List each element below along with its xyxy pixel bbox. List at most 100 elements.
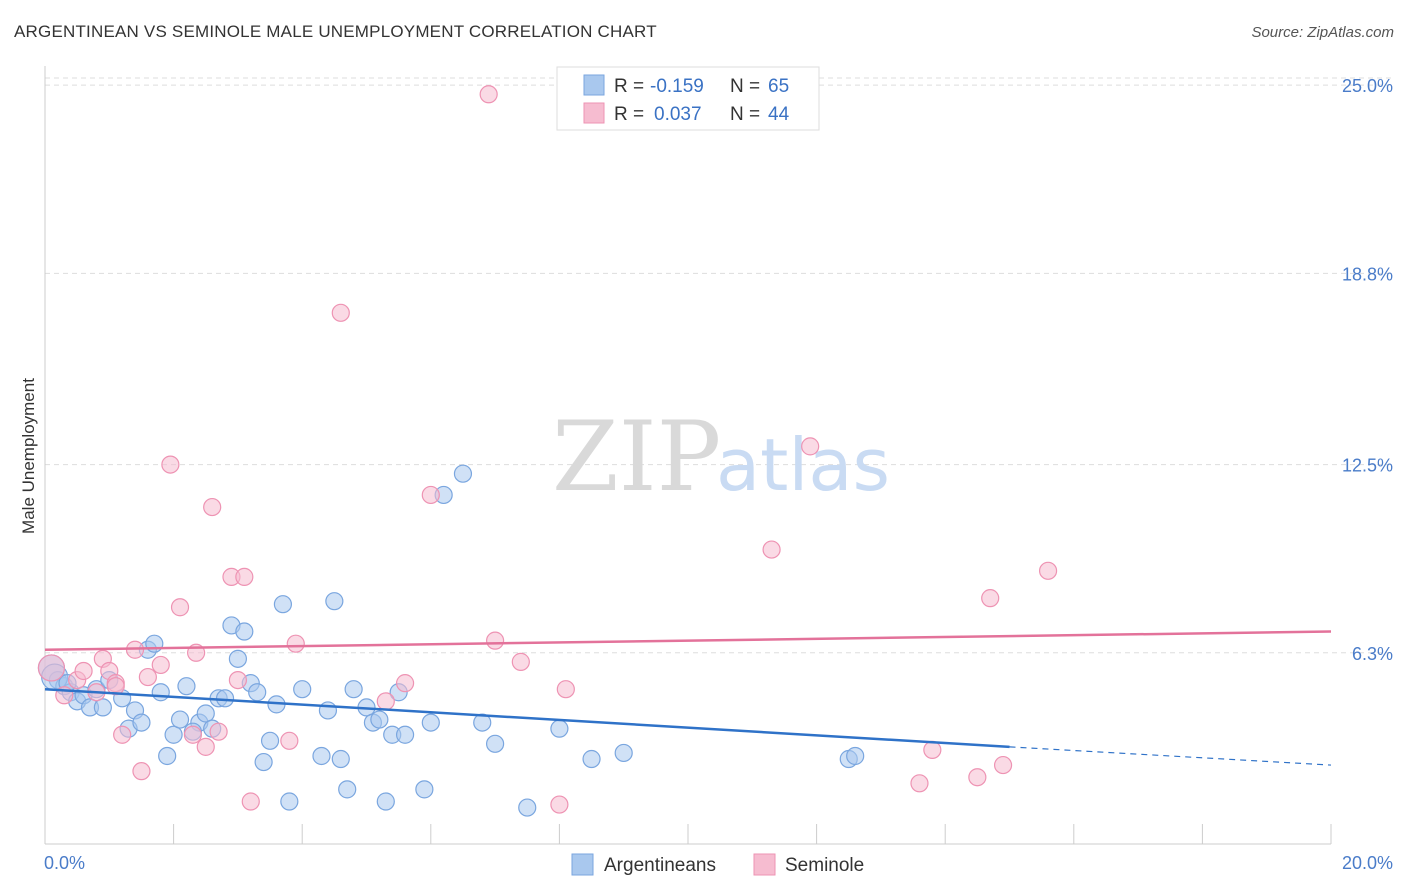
y-tick-label-0: 6.3% bbox=[1352, 644, 1393, 664]
legend-r-label-1: R = bbox=[614, 76, 644, 97]
point-seminole-15 bbox=[183, 725, 202, 744]
legend-swatch-blue bbox=[583, 74, 605, 96]
point-seminole-25 bbox=[286, 634, 305, 653]
point-argentineans-34 bbox=[273, 595, 293, 614]
point-argentineans-31 bbox=[254, 752, 273, 772]
watermark-atlas: atlas bbox=[716, 423, 890, 507]
trend-line-seminole bbox=[44, 630, 1332, 651]
point-seminole-19 bbox=[209, 722, 228, 741]
point-argentineans-53 bbox=[453, 464, 473, 483]
legend: R = -0.159 N = 65 R = 0.037 N = 44 bbox=[556, 66, 820, 131]
point-seminole-8 bbox=[113, 725, 132, 744]
point-seminole-14 bbox=[170, 598, 190, 617]
point-seminole-22 bbox=[235, 567, 254, 586]
point-seminole-23 bbox=[241, 792, 260, 811]
point-argentineans-58 bbox=[582, 749, 601, 769]
point-argentineans-19 bbox=[170, 710, 190, 729]
point-argentineans-17 bbox=[158, 746, 177, 766]
y-tick-label-3: 25.0% bbox=[1342, 76, 1393, 96]
chart-title: ARGENTINEAN VS SEMINOLE MALE UNEMPLOYMEN… bbox=[14, 22, 657, 41]
point-seminole-3 bbox=[74, 661, 93, 681]
point-seminole-12 bbox=[151, 655, 170, 675]
point-argentineans-46 bbox=[376, 792, 395, 811]
point-argentineans-54 bbox=[473, 713, 492, 732]
point-argentineans-50 bbox=[415, 780, 434, 799]
point-argentineans-15 bbox=[145, 634, 164, 653]
point-argentineans-55 bbox=[486, 734, 505, 753]
point-argentineans-13 bbox=[132, 713, 151, 732]
point-seminole-37 bbox=[910, 774, 929, 793]
point-seminole-29 bbox=[421, 485, 440, 505]
point-seminole-42 bbox=[1038, 561, 1058, 580]
bottom-legend-swatch-argentineans bbox=[571, 853, 594, 876]
point-seminole-0 bbox=[37, 654, 66, 682]
trend-line-extension-argentineans bbox=[1009, 746, 1332, 766]
point-argentineans-30 bbox=[248, 683, 267, 702]
y-axis-label: Male Unemployment bbox=[19, 378, 38, 534]
point-argentineans-16 bbox=[151, 683, 170, 702]
watermark: ZIP atlas bbox=[552, 401, 890, 513]
point-argentineans-20 bbox=[177, 677, 196, 696]
bottom-legend: Argentineans Seminole bbox=[571, 853, 864, 876]
point-argentineans-38 bbox=[318, 701, 338, 720]
x-tick-label-0: 0.0% bbox=[44, 853, 85, 873]
point-seminole-36 bbox=[801, 437, 820, 456]
point-argentineans-27 bbox=[228, 649, 247, 668]
y-tick-labels: 6.3% 12.5% 18.8% 25.0% bbox=[1342, 76, 1393, 664]
bottom-legend-argentineans: Argentineans bbox=[604, 855, 716, 876]
point-seminole-24 bbox=[280, 731, 299, 750]
point-argentineans-37 bbox=[312, 746, 331, 766]
point-argentineans-42 bbox=[344, 680, 363, 699]
legend-r-value-2: 0.037 bbox=[654, 104, 702, 125]
point-seminole-28 bbox=[395, 674, 415, 693]
point-seminole-34 bbox=[556, 680, 575, 699]
point-argentineans-56 bbox=[518, 798, 537, 817]
point-argentineans-25 bbox=[215, 689, 235, 708]
point-seminole-10 bbox=[132, 762, 151, 781]
point-seminole-40 bbox=[981, 589, 1000, 608]
point-argentineans-57 bbox=[550, 719, 569, 738]
trend-lines bbox=[44, 630, 1332, 766]
x-tick-label-1: 20.0% bbox=[1342, 853, 1393, 873]
y-tick-label-1: 12.5% bbox=[1342, 456, 1393, 476]
point-seminole-18 bbox=[203, 497, 222, 517]
legend-r-label-2: R = bbox=[614, 104, 644, 125]
legend-r-value-1: -0.159 bbox=[650, 76, 704, 97]
point-argentineans-49 bbox=[395, 725, 415, 744]
point-argentineans-45 bbox=[370, 710, 389, 729]
trend-line-argentineans bbox=[44, 687, 1010, 749]
point-seminole-32 bbox=[511, 652, 530, 671]
point-seminole-11 bbox=[138, 667, 157, 687]
point-seminole-31 bbox=[486, 631, 505, 650]
point-seminole-39 bbox=[968, 768, 987, 787]
point-argentineans-51 bbox=[421, 713, 440, 732]
point-seminole-26 bbox=[331, 303, 350, 322]
point-argentineans-18 bbox=[164, 725, 183, 744]
point-seminole-33 bbox=[550, 795, 569, 814]
point-argentineans-40 bbox=[331, 749, 350, 769]
point-argentineans-36 bbox=[293, 680, 312, 699]
bottom-legend-seminole: Seminole bbox=[785, 855, 864, 876]
point-argentineans-28 bbox=[235, 622, 254, 641]
point-seminole-21 bbox=[228, 670, 247, 690]
point-argentineans-61 bbox=[846, 746, 865, 766]
axes bbox=[44, 66, 1332, 845]
point-argentineans-39 bbox=[325, 592, 344, 611]
legend-n-value-1: 65 bbox=[768, 76, 789, 97]
legend-n-label-2: N = bbox=[730, 104, 760, 125]
point-seminole-30 bbox=[479, 85, 498, 104]
y-tick-label-2: 18.8% bbox=[1342, 264, 1393, 284]
grid-lines bbox=[45, 77, 1391, 654]
legend-swatch-pink bbox=[583, 102, 605, 124]
point-argentineans-59 bbox=[614, 743, 633, 763]
point-seminole-13 bbox=[161, 455, 180, 474]
point-argentineans-8 bbox=[93, 698, 112, 717]
legend-n-value-2: 44 bbox=[768, 104, 790, 125]
point-seminole-35 bbox=[762, 540, 781, 559]
watermark-zip: ZIP bbox=[552, 401, 721, 513]
legend-n-label-1: N = bbox=[730, 76, 760, 97]
point-argentineans-35 bbox=[280, 792, 299, 811]
point-argentineans-41 bbox=[338, 780, 357, 799]
source-label: Source: ZipAtlas.com bbox=[1251, 24, 1394, 41]
